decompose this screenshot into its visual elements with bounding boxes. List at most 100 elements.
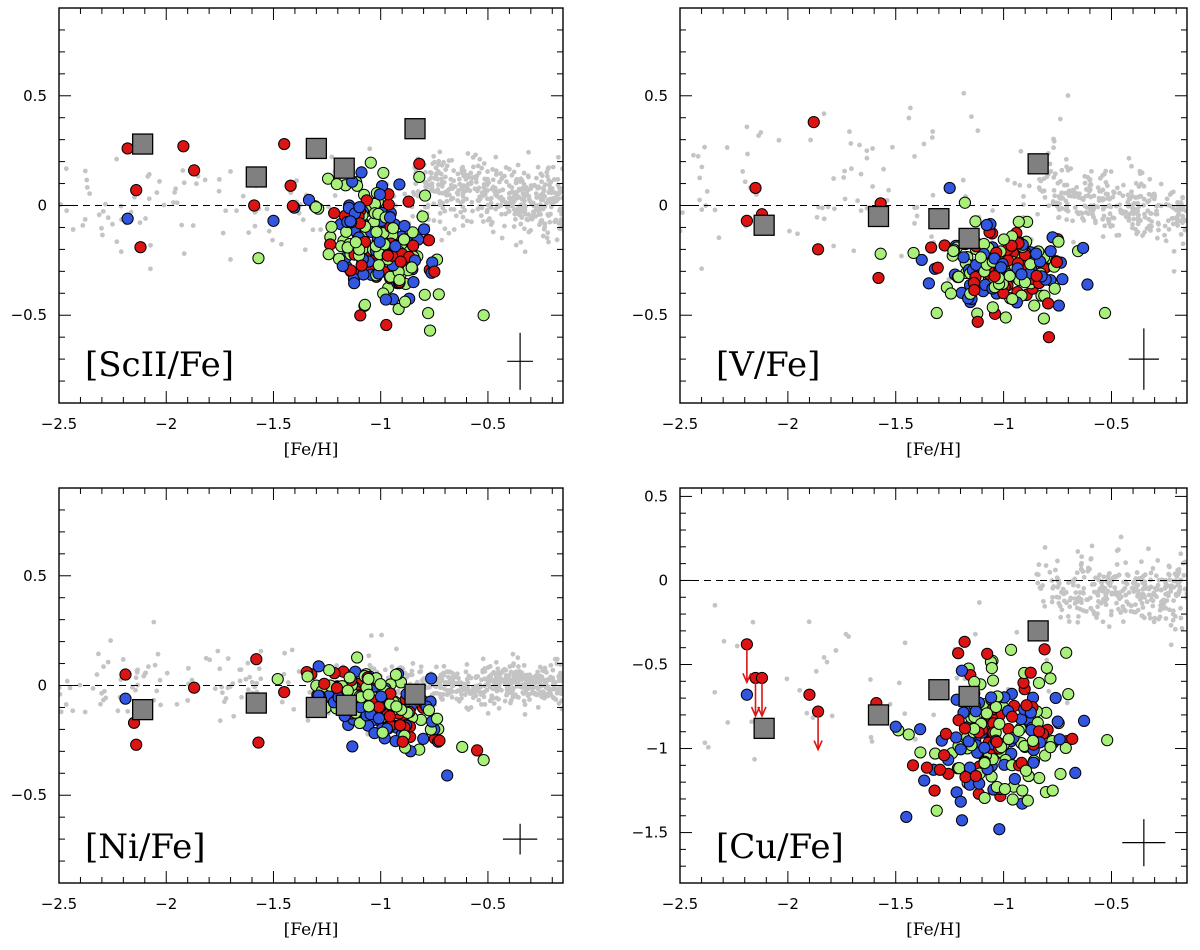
- field-star-point: [1051, 145, 1056, 151]
- field-star-point: [428, 187, 434, 193]
- field-star-point: [842, 196, 848, 202]
- field-star-point: [515, 664, 521, 669]
- field-star-point: [858, 208, 864, 214]
- field-star-point: [1110, 194, 1116, 200]
- field-star-point: [496, 696, 501, 702]
- field-star-point: [225, 656, 231, 662]
- star-red: [740, 214, 753, 227]
- field-star-point: [493, 168, 499, 174]
- field-star-point: [1146, 223, 1152, 229]
- field-star-point: [1117, 190, 1122, 196]
- field-star-point: [544, 169, 550, 175]
- field-star-point: [1064, 204, 1070, 210]
- field-star-point: [114, 239, 120, 245]
- y-tick-label: 0.5: [23, 567, 47, 585]
- field-star-point: [164, 670, 170, 676]
- star-red: [248, 199, 261, 212]
- field-star-point: [1064, 600, 1069, 606]
- field-star-point: [103, 201, 108, 207]
- star-green: [1059, 741, 1072, 755]
- star-red: [354, 309, 367, 322]
- field-star-point: [468, 219, 474, 225]
- field-star-point: [59, 691, 63, 697]
- field-star-point: [1059, 205, 1065, 211]
- star-green: [456, 740, 469, 754]
- field-star-point: [734, 643, 740, 649]
- field-star-point: [749, 719, 755, 725]
- field-star-point: [1144, 599, 1150, 605]
- field-star-point: [482, 702, 488, 707]
- star-blue: [1069, 766, 1082, 780]
- star-red: [355, 259, 368, 272]
- field-star-point: [539, 219, 545, 225]
- field-star-point: [419, 678, 425, 683]
- field-star-point: [1087, 183, 1092, 189]
- field-star-point: [411, 192, 417, 197]
- star-green: [1101, 734, 1114, 747]
- field-star-point: [382, 667, 388, 673]
- star-green: [1054, 767, 1067, 781]
- field-star-point: [366, 653, 372, 659]
- field-star-point: [247, 674, 253, 680]
- field-star-point: [278, 241, 284, 247]
- field-star-point: [499, 235, 505, 241]
- star-red: [938, 749, 951, 762]
- field-star-point: [821, 111, 827, 117]
- field-star-point: [712, 602, 718, 608]
- field-star-point: [1061, 591, 1067, 597]
- field-star-point: [433, 165, 439, 171]
- field-star-point: [470, 208, 475, 214]
- field-star-point: [1091, 193, 1097, 199]
- field-star-point: [975, 128, 981, 133]
- field-star-point: [1168, 586, 1174, 592]
- field-star-point: [557, 685, 563, 690]
- field-star-point: [480, 219, 486, 224]
- x-tick-label: −2.5: [662, 415, 698, 433]
- x-axis-label: [Fe/H]: [284, 920, 339, 940]
- star-green: [986, 301, 999, 314]
- field-star-point: [1142, 211, 1147, 217]
- field-star-point: [548, 197, 553, 203]
- field-star-point: [146, 171, 152, 177]
- star-red: [958, 635, 971, 648]
- field-star-point: [551, 695, 557, 701]
- field-star-point: [1047, 569, 1053, 575]
- field-star-point: [821, 655, 827, 660]
- field-star-point: [1064, 201, 1070, 207]
- field-star-point: [490, 167, 496, 172]
- field-star-point: [976, 600, 982, 605]
- field-star-point: [829, 713, 835, 719]
- field-star-point: [702, 740, 708, 746]
- star-blue: [425, 672, 438, 685]
- field-star-point: [1142, 572, 1148, 578]
- star-blue: [954, 795, 967, 808]
- field-star-point: [1139, 559, 1144, 565]
- field-star-point: [1075, 549, 1081, 554]
- field-star-point: [1180, 241, 1186, 247]
- field-star-point: [1147, 615, 1153, 621]
- field-star-point: [434, 664, 439, 670]
- field-star-point: [1073, 590, 1079, 596]
- x-tick-label: −2: [155, 895, 177, 913]
- field-star-point: [464, 218, 470, 224]
- star-red: [981, 647, 994, 660]
- field-star-point: [438, 181, 444, 187]
- field-star-point: [1100, 596, 1106, 602]
- field-star-point: [559, 688, 563, 694]
- field-star-point: [870, 184, 876, 189]
- field-star-point: [503, 672, 509, 678]
- field-star-point: [752, 756, 757, 762]
- star-green: [389, 668, 403, 681]
- field-star-point: [133, 687, 138, 693]
- upper-limit-arrow-head: [813, 740, 823, 752]
- field-star-point: [1094, 615, 1099, 621]
- field-star-point: [515, 162, 521, 168]
- field-star-point: [1168, 642, 1174, 648]
- field-star-point: [1090, 208, 1096, 214]
- field-star-point: [474, 674, 479, 680]
- field-star-point: [1139, 600, 1145, 606]
- field-star-point: [465, 685, 471, 691]
- field-star-point: [1175, 582, 1181, 588]
- field-star-point: [525, 686, 531, 691]
- field-star-point: [460, 214, 466, 220]
